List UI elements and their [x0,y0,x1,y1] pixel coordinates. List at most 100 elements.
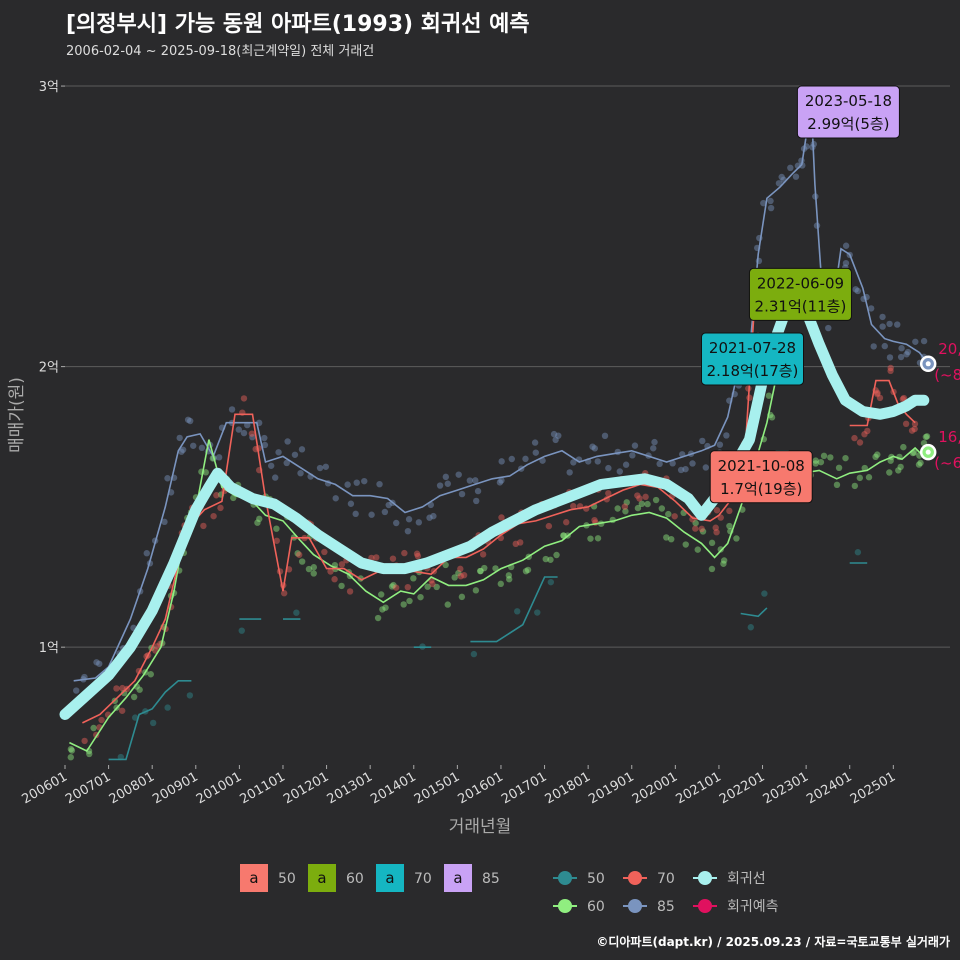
annotation-box [709,450,813,504]
scatter-point-85 [198,444,206,452]
scatter-point-85 [852,286,859,293]
scatter-point-85 [886,354,894,361]
scatter-point-85 [594,458,601,465]
scatter-point-85 [249,433,256,441]
scatter-point-85 [143,550,150,557]
legend-swatch-50 [240,864,268,892]
scatter-point-70b [874,390,881,398]
scatter-point-60 [720,557,728,564]
scatter-point-85 [344,481,351,488]
scatter-point-85 [267,462,275,469]
legend-text-50: 50 [587,871,605,887]
annotation-price: 2.18억(17층) [707,362,799,380]
scatter-point-60b [887,457,894,464]
scatter-point-60 [472,587,480,594]
scatter-point-85 [702,464,710,471]
scatter-point-60b [835,464,843,472]
scatter-point-85 [532,449,539,456]
scatter-point-85 [176,434,183,442]
scatter-point-85 [455,471,462,478]
scatter-point-85 [235,426,242,433]
scatter-point-70 [113,685,120,692]
scatter-point-85 [261,434,268,442]
scatter-point-85 [353,479,360,486]
scatter-point-85 [472,477,479,484]
scatter-point-85 [368,511,375,518]
scatter-point-60 [477,567,484,575]
scatter-point-70b [874,389,881,397]
scatter-point-85 [629,452,636,459]
end-point-value: 20,100 [938,340,960,358]
scatter-point-85 [161,518,168,526]
scatter-point-60 [458,593,466,601]
scatter-point-70 [460,571,468,579]
scatter-point-85 [552,436,559,444]
scatter-point-70 [81,737,88,745]
scatter-point-60 [298,558,306,565]
scatter-point-85 [444,480,451,487]
scatter-point-85 [376,480,383,488]
legend-label-85: 85 [482,871,500,887]
scatter-point-70b [876,394,884,402]
series-line-50 [108,680,192,761]
scatter-point-60 [136,686,143,693]
legend-swatch-letter: a [453,869,462,887]
scatter-point-60 [305,565,313,573]
x-axis-title: 거래년월 [449,817,512,837]
scatter-point-85 [825,324,832,332]
scatter-point-70b [911,420,919,428]
scatter-point-70 [373,554,380,561]
scatter-point-85 [669,460,676,467]
scatter-point-85 [898,345,905,352]
scatter-point-70 [545,522,553,530]
x-tick-label: 201801 [543,769,593,807]
scatter-point-60 [130,693,138,701]
scatter-point-60 [388,583,396,590]
annotation-box [701,332,805,386]
scatter-point-70 [217,504,224,512]
end-point-area: (~60㎡) [934,454,960,472]
scatter-point-85 [897,353,905,361]
scatter-point-60b [874,451,881,458]
scatter-point-70 [213,492,220,499]
scatter-point-70 [200,522,207,530]
scatter-point-60 [733,535,740,542]
scatter-point-60 [717,546,724,553]
scatter-point-70 [713,507,721,514]
scatter-point-50e [547,578,555,586]
scatter-point-60 [256,515,263,523]
scatter-point-85 [689,460,696,467]
legend-dot-50 [558,871,572,885]
scatter-point-60 [623,499,630,506]
scatter-point-60b [812,457,819,464]
scatter-point-85 [570,459,577,466]
scatter-point-50b [238,627,245,634]
scatter-point-85 [677,466,685,474]
end-point-area: (~85㎡) [934,366,960,384]
scatter-point-60 [765,392,773,399]
scatter-point-50c [293,609,300,616]
scatter-point-85 [393,519,400,527]
legend-text-회귀선: 회귀선 [727,871,766,887]
scatter-point-85 [385,501,392,509]
scatter-point-60 [424,583,431,590]
chart-title: [의정부시] 가능 동원 아파트(1993) 회귀선 예측 [66,12,530,37]
scatter-point-85 [904,348,912,356]
series-lines [69,88,929,761]
scatter-point-85 [496,479,504,486]
end-point-center [925,449,931,455]
scatter-point-85 [550,430,558,438]
scatter-point-60b [856,474,864,482]
scatter-point-85 [291,451,299,458]
scatter-point-60 [768,414,776,421]
y-tick-label: 3억 [39,80,59,95]
scatter-point-60 [634,504,642,512]
scatter-point-70 [404,583,412,591]
scatter-point-60 [273,525,280,532]
scatter-point-60 [665,510,672,518]
scatter-point-60 [492,565,499,572]
scatter-point-85 [186,417,194,425]
legend-label-70: 70 [414,871,432,887]
scatter-point-60 [720,560,727,567]
annotation-price: 1.7억(19층) [720,480,802,498]
